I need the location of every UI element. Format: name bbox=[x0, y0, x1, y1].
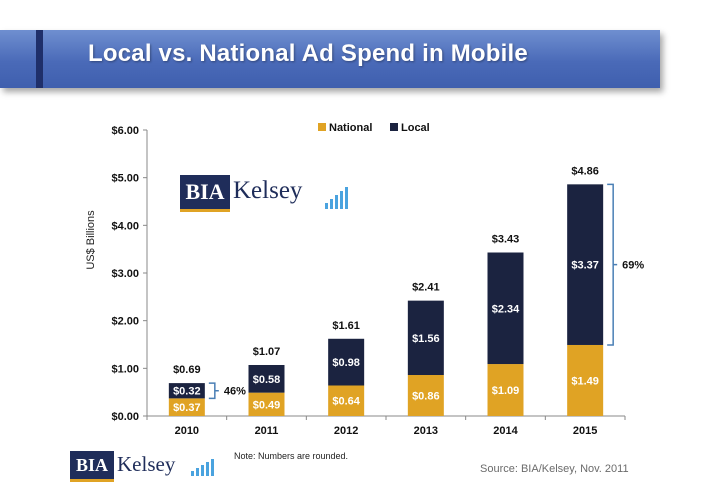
footer-logo-box-text: BIA bbox=[75, 454, 108, 475]
legend-swatch-national bbox=[318, 123, 326, 131]
chart-logo-bars-icon bbox=[325, 187, 348, 209]
bar-local-2015 bbox=[567, 184, 604, 345]
footer-logo-word: Kelsey bbox=[117, 452, 176, 476]
bar-national-2015 bbox=[567, 344, 604, 416]
y-tick-label: $4.00 bbox=[111, 220, 139, 232]
bar-local-2012 bbox=[328, 338, 365, 386]
total-label: $0.69 bbox=[173, 364, 201, 376]
x-tick-label: 2012 bbox=[334, 425, 358, 437]
rounding-note: Note: Numbers are rounded. bbox=[234, 451, 349, 461]
data-label-local: $0.32 bbox=[173, 386, 201, 398]
title-bar bbox=[0, 30, 660, 88]
annotation-percent-2015: 69% bbox=[622, 260, 644, 272]
data-label-national: $0.37 bbox=[173, 402, 201, 414]
data-label-local: $0.98 bbox=[332, 357, 360, 369]
bracket-2010 bbox=[208, 382, 219, 400]
data-label-local: $2.34 bbox=[492, 303, 520, 315]
y-tick-label: $0.00 bbox=[111, 411, 139, 423]
x-tick-label: 2010 bbox=[175, 425, 199, 437]
total-label: $2.41 bbox=[412, 282, 440, 294]
data-label-local: $3.37 bbox=[571, 260, 599, 272]
data-label-national: $0.49 bbox=[253, 399, 281, 411]
x-tick-label: 2011 bbox=[255, 425, 279, 437]
legend-label-national: National bbox=[329, 122, 372, 134]
y-tick-label: $3.00 bbox=[111, 268, 139, 280]
data-label-local: $1.56 bbox=[412, 333, 440, 345]
bar-national-2010 bbox=[168, 398, 205, 416]
data-label-national: $0.86 bbox=[412, 391, 440, 403]
legend-swatch-local bbox=[390, 123, 398, 131]
y-tick-label: $6.00 bbox=[111, 125, 139, 137]
x-tick-label: 2013 bbox=[414, 425, 438, 437]
bar-national-2011 bbox=[248, 392, 285, 416]
bracket-2015 bbox=[607, 183, 618, 346]
legend-label-local: Local bbox=[401, 122, 430, 134]
chart-logo-box: BIA bbox=[180, 175, 230, 212]
title-accent bbox=[36, 30, 43, 88]
total-label: $1.61 bbox=[332, 320, 360, 332]
source-text: Source: BIA/Kelsey, Nov. 2011 bbox=[480, 463, 629, 475]
x-tick-label: 2014 bbox=[493, 425, 518, 437]
y-axis-label: US$ Billions bbox=[85, 210, 97, 270]
total-label: $1.07 bbox=[253, 346, 281, 358]
bar-national-2014 bbox=[487, 364, 524, 416]
x-tick-label: 2015 bbox=[573, 425, 597, 437]
total-label: $4.86 bbox=[571, 165, 599, 177]
page-title: Local vs. National Ad Spend in Mobile bbox=[88, 40, 528, 67]
y-tick-label: $1.00 bbox=[111, 363, 139, 375]
total-label: $3.43 bbox=[492, 234, 520, 246]
chart-logo-box-text: BIA bbox=[185, 179, 225, 204]
y-tick-label: $5.00 bbox=[111, 173, 139, 185]
footer-logo-box: BIA bbox=[70, 451, 114, 482]
footer-logo-bars-icon bbox=[191, 459, 214, 476]
y-tick-label: $2.00 bbox=[111, 316, 139, 328]
data-label-national: $1.49 bbox=[571, 375, 599, 387]
bar-national-2013 bbox=[407, 375, 444, 416]
data-label-national: $1.09 bbox=[492, 385, 520, 397]
bar-local-2011 bbox=[248, 364, 285, 393]
annotation-percent-2010: 46% bbox=[224, 386, 246, 398]
data-label-national: $0.64 bbox=[332, 396, 360, 408]
chart-logo-word: Kelsey bbox=[233, 177, 303, 204]
bar-local-2014 bbox=[487, 252, 524, 365]
bar-local-2013 bbox=[407, 300, 444, 376]
bar-local-2010 bbox=[168, 383, 205, 399]
data-label-local: $0.58 bbox=[253, 374, 281, 386]
bar-national-2012 bbox=[328, 385, 365, 416]
